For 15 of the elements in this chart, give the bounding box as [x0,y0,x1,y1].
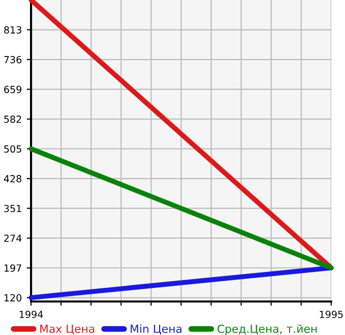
y-tick-label: 582 [4,116,22,123]
y-tick-label: 120 [4,294,22,302]
legend-label: Min Цена [130,324,182,335]
x-tick-label: 1995 [320,310,343,318]
y-tick-label: 659 [4,86,22,94]
y-tick-label: 197 [4,264,22,272]
y-tick-label: 351 [4,204,22,212]
y-tick-label: 736 [4,56,22,64]
y-tick-label: 428 [4,175,22,182]
x-tick-label: 1994 [20,310,43,318]
legend-label: Сред.Цена, т.йен [217,324,317,335]
y-tick-label: 813 [4,26,22,34]
y-tick-label: 505 [4,145,22,153]
y-tick-label: 274 [4,234,22,242]
legend-label: Max Цена [40,324,94,335]
